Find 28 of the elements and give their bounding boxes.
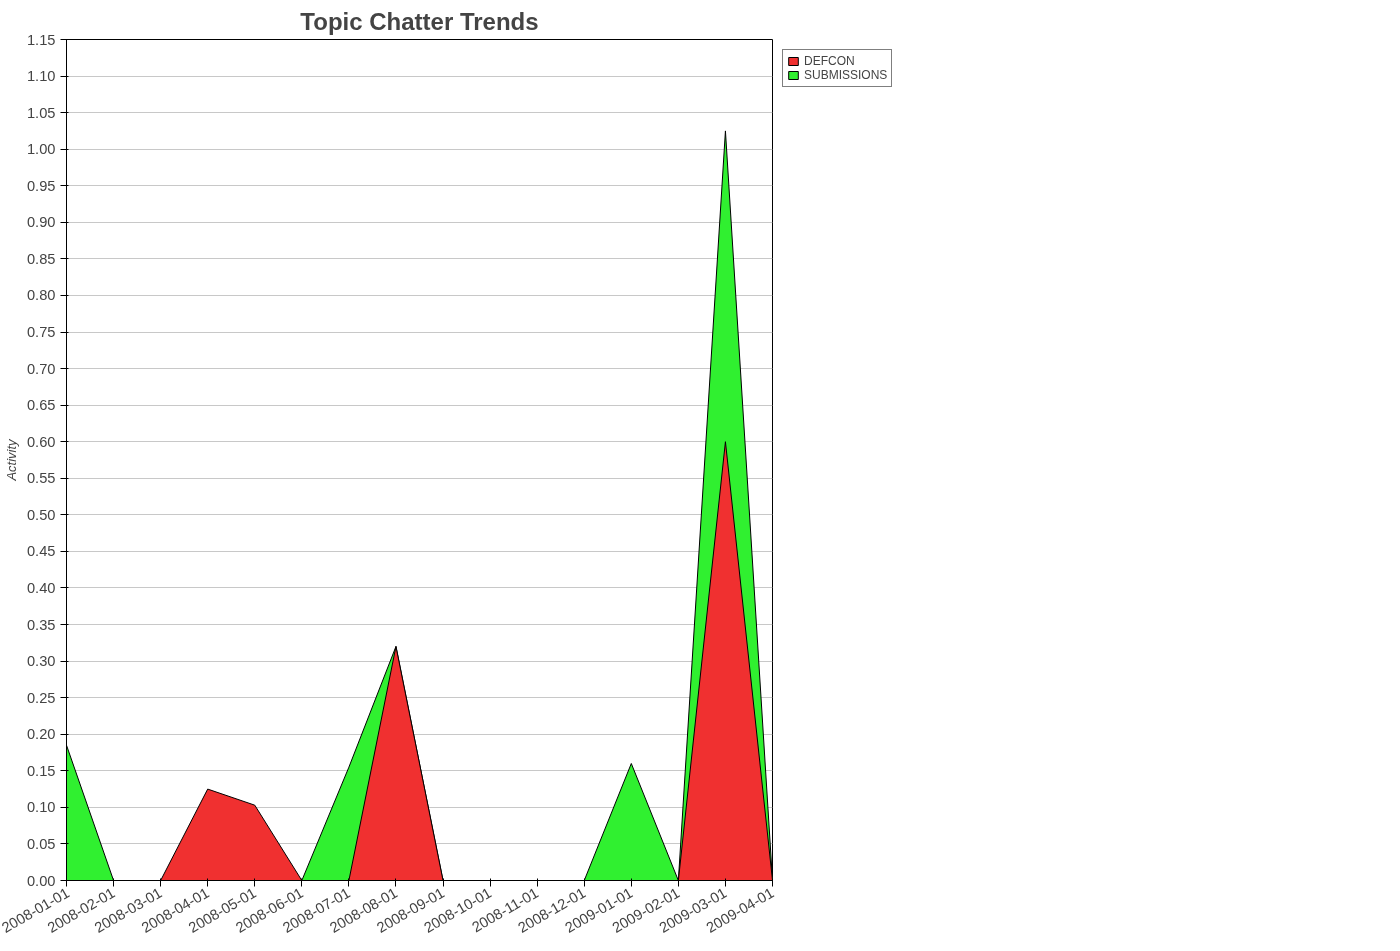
y-tick-label: 0.00 <box>26 872 56 889</box>
y-tick-label: 0.90 <box>26 214 56 231</box>
y-tick-label: 0.65 <box>26 397 56 414</box>
y-tick-label: 0.80 <box>26 287 56 304</box>
legend-label: SUBMISSIONS <box>804 68 888 82</box>
y-tick-label: 1.15 <box>26 31 56 48</box>
y-tick-label: 0.55 <box>26 470 56 487</box>
y-tick-label: 0.20 <box>26 726 56 743</box>
y-tick-label: 0.75 <box>26 324 56 341</box>
y-tick-label: 0.15 <box>26 762 56 779</box>
y-tick-label: 0.60 <box>26 433 56 450</box>
y-tick-label: 1.10 <box>26 68 56 85</box>
y-tick-label: 1.00 <box>26 141 56 158</box>
y-tick-label: 0.25 <box>26 689 56 706</box>
y-tick-label: 0.95 <box>26 177 56 194</box>
y-tick-label: 0.10 <box>26 799 56 816</box>
chart-title: Topic Chatter Trends <box>300 7 539 35</box>
y-tick-label: 0.30 <box>26 653 56 670</box>
y-tick-label: 0.05 <box>26 835 56 852</box>
y-tick-label: 0.50 <box>26 506 56 523</box>
y-tick-label: 0.35 <box>26 616 56 633</box>
y-tick-label: 0.45 <box>26 543 56 560</box>
legend-label: DEFCON <box>804 54 855 68</box>
y-axis-title: Activity <box>3 437 19 482</box>
y-tick-label: 0.70 <box>26 360 56 377</box>
y-tick-label: 0.85 <box>26 250 56 267</box>
y-tick-label: 1.05 <box>26 104 56 121</box>
y-tick-label: 0.40 <box>26 579 56 596</box>
